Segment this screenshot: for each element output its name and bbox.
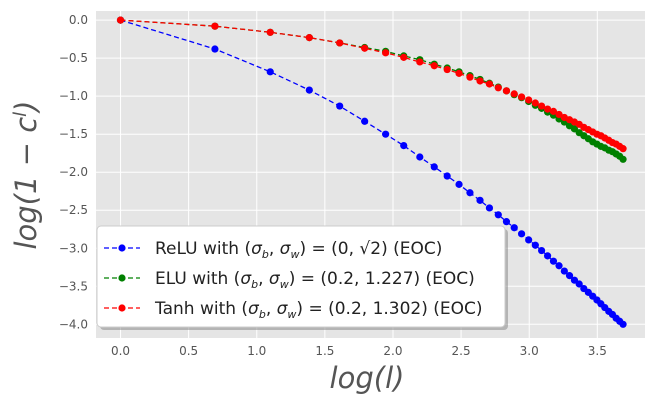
data-point [466, 189, 474, 197]
data-point [549, 257, 558, 265]
data-point [476, 196, 484, 204]
data-point [416, 153, 424, 161]
data-point [619, 155, 627, 163]
data-point [466, 73, 474, 81]
y-axis-label: log(1 − cl) [9, 101, 43, 250]
data-point [382, 49, 390, 57]
data-point [543, 252, 552, 260]
data-point [443, 65, 451, 74]
data-point [305, 34, 313, 42]
ticks: 0.0 0.5 1.0 1.5 2.0 2.5 3.0 3.5 0.0 −0.5 −1.0 −1.5 −… [59, 13, 607, 358]
data-point [361, 44, 369, 52]
legend-box [96, 225, 506, 328]
y-tick-label: −2.5 [59, 203, 88, 217]
data-point [336, 39, 344, 47]
x-tick-label: 3.0 [520, 344, 539, 358]
legend-marker [118, 274, 126, 282]
y-tick-label: −0.5 [59, 51, 88, 65]
data-point [455, 180, 463, 188]
data-point [455, 69, 463, 77]
data-point [211, 22, 219, 30]
data-point [494, 211, 502, 219]
data-point [510, 90, 518, 98]
x-tick-label: 3.5 [588, 344, 607, 358]
y-tick-label: −3.5 [59, 279, 88, 293]
x-tick-label: 2.5 [452, 344, 471, 358]
data-point [266, 68, 274, 76]
data-point [555, 262, 563, 270]
data-point [485, 80, 494, 88]
data-point [555, 110, 563, 119]
data-point [560, 267, 568, 275]
legend-marker [118, 244, 126, 252]
x-tick-label: 1.5 [315, 344, 334, 358]
data-point [336, 102, 344, 110]
legend-marker [118, 304, 126, 312]
y-tick-label: 0.0 [69, 13, 88, 27]
data-point [565, 272, 574, 280]
data-point [494, 84, 502, 92]
x-tick-label: 0.5 [179, 344, 198, 358]
x-tick-label: 0.0 [111, 344, 130, 358]
data-point [543, 105, 552, 113]
data-point [538, 246, 546, 255]
y-tick-label: −1.5 [59, 127, 88, 141]
data-point [266, 28, 274, 36]
data-point [416, 58, 424, 66]
x-tick-label: 2.0 [383, 344, 402, 358]
data-point [382, 130, 390, 138]
data-point [361, 117, 369, 125]
legend: ReLU with (σb, σw) = (0, √2) (EOC) ELU wi… [96, 225, 508, 330]
legend-label: ELU with (σb, σw) = (0.2, 1.227) (EOC) [155, 269, 475, 291]
x-tick-label: 1.0 [247, 344, 266, 358]
data-point [619, 145, 627, 153]
legend-label: Tanh with (σb, σw) = (0.2, 1.302) (EOC) [154, 299, 483, 321]
data-point [531, 99, 539, 107]
data-point [531, 241, 539, 249]
series-line [120, 19, 624, 160]
x-axis-label: log(l) [330, 361, 405, 395]
data-point [400, 53, 408, 61]
data-point [485, 204, 494, 212]
data-point [305, 86, 313, 94]
data-point [517, 93, 526, 101]
data-point [430, 62, 438, 70]
y-tick-label: −4.0 [59, 317, 88, 331]
data-point [575, 280, 583, 288]
data-point [538, 102, 546, 110]
data-point [619, 320, 627, 328]
legend-label: ReLU with (σb, σw) = (0, √2) (EOC) [155, 239, 442, 261]
series-0 [116, 16, 627, 328]
data-point [476, 77, 484, 85]
data-point [525, 96, 533, 104]
y-tick-label: −1.0 [59, 89, 88, 103]
y-tick-label: −3.0 [59, 241, 88, 255]
data-point [443, 172, 451, 180]
series-2 [116, 16, 627, 153]
data-point [502, 218, 511, 226]
series-layer [116, 16, 627, 328]
data-point [502, 87, 511, 95]
data-point [549, 107, 558, 115]
data-point [517, 230, 526, 238]
data-point [116, 16, 125, 24]
data-point [211, 45, 219, 53]
data-point [430, 163, 438, 171]
data-point [510, 224, 518, 232]
y-tick-label: −2.0 [59, 165, 88, 179]
data-point [525, 236, 533, 244]
data-point [400, 142, 408, 150]
